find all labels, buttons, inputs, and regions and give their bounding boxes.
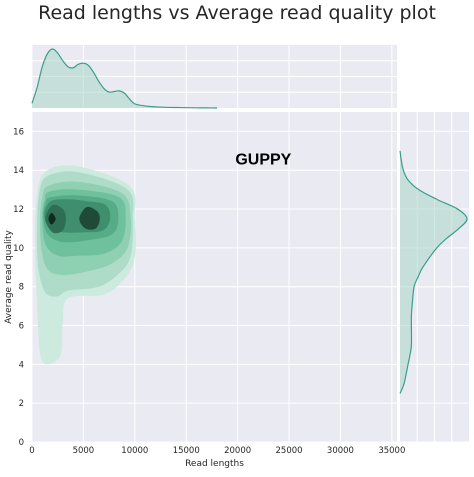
y-tick-label: 14 [13, 166, 24, 176]
y-tick-label: 16 [13, 127, 24, 137]
x-tick-label: 0 [29, 446, 34, 456]
joint-kde-contours [35, 165, 136, 365]
top-marginal-panel [31, 45, 397, 109]
top-marginal-kde-fill [32, 48, 218, 108]
x-tick-label: 25000 [276, 446, 303, 456]
kde-contour-level [45, 204, 66, 234]
x-tick-label: 30000 [327, 446, 354, 456]
x-tick-label: 20000 [224, 446, 251, 456]
right-marginal-kde-line [399, 150, 468, 394]
kde-contour-level [48, 212, 56, 225]
joint-panel: GUPPY [31, 112, 397, 443]
y-axis-ticks: 0 2 4 6 8 10 12 14 16 [13, 127, 24, 448]
kde-contour-level [79, 206, 100, 230]
y-tick-label: 0 [19, 438, 24, 448]
y-tick-label: 4 [19, 360, 24, 370]
top-marginal-kde-line [31, 48, 218, 109]
y-axis-label: Average read quality [4, 229, 14, 323]
x-tick-label: 10000 [121, 446, 148, 456]
y-tick-label: 8 [19, 283, 24, 293]
chart-title: Read lengths vs Average read quality plo… [38, 2, 436, 24]
y-tick-label: 10 [13, 244, 24, 254]
y-tick-label: 2 [19, 399, 24, 409]
x-tick-label: 15000 [173, 446, 200, 456]
x-axis-ticks: 0 5000 10000 15000 20000 25000 30000 35000 [29, 446, 405, 456]
joint-plot-grid [31, 112, 397, 443]
x-axis-label: Read lengths [185, 459, 244, 469]
right-marginal-panel [399, 112, 469, 443]
y-tick-label: 12 [13, 205, 24, 215]
plot-annotation: GUPPY [235, 151, 291, 168]
x-tick-label: 35000 [378, 446, 405, 456]
right-marginal-kde-fill [400, 150, 468, 394]
x-tick-label: 5000 [73, 446, 95, 456]
y-tick-label: 6 [19, 322, 24, 332]
